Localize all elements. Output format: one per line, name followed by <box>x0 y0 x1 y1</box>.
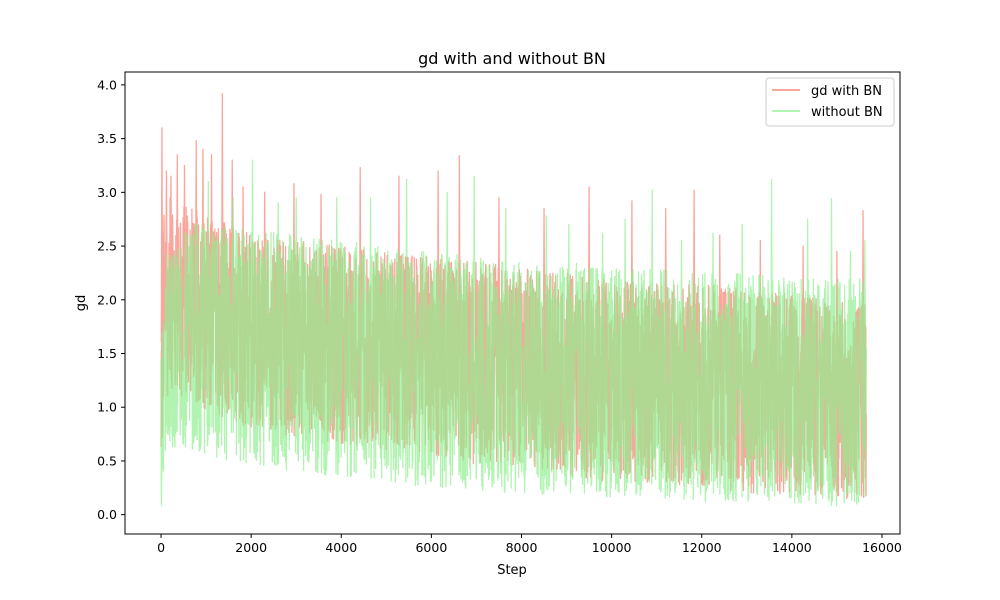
y-tick-label: 2.0 <box>97 292 117 307</box>
chart-title: gd with and without BN <box>418 49 606 68</box>
x-tick-label: 16000 <box>862 540 902 555</box>
x-tick-label: 6000 <box>415 540 447 555</box>
x-tick-label: 14000 <box>772 540 812 555</box>
series-line-without-bn <box>160 159 867 507</box>
x-tick-label: 2000 <box>235 540 267 555</box>
legend: gd with BN without BN <box>765 77 895 127</box>
y-tick-label: 3.5 <box>97 131 117 146</box>
x-tick-label: 10000 <box>592 540 632 555</box>
plot-area-frame <box>124 71 901 535</box>
y-tick-label: 1.5 <box>97 346 117 361</box>
x-tick-label: 12000 <box>682 540 722 555</box>
y-tick-label: 0.0 <box>97 507 117 522</box>
y-axis: 0.0 0.5 1.0 1.5 2.0 2.5 3.0 3.5 4.0 <box>97 77 125 522</box>
x-axis-title: Step <box>497 563 527 578</box>
x-axis: 0 2000 4000 6000 8000 10000 12000 14000 16000 <box>157 534 902 555</box>
y-tick-label: 0.5 <box>97 453 117 468</box>
y-tick-label: 1.0 <box>97 400 117 415</box>
x-tick-label: 4000 <box>325 540 357 555</box>
y-tick-label: 2.5 <box>97 239 117 254</box>
legend-label-without-bn: without BN <box>811 105 883 120</box>
y-tick-label: 4.0 <box>97 77 117 92</box>
series-layer <box>160 92 867 507</box>
y-tick-label: 3.0 <box>97 185 117 200</box>
legend-label-gd-with-bn: gd with BN <box>811 84 882 99</box>
x-tick-label: 0 <box>157 540 165 555</box>
x-tick-label: 8000 <box>506 540 538 555</box>
y-axis-title: gd <box>74 295 89 312</box>
